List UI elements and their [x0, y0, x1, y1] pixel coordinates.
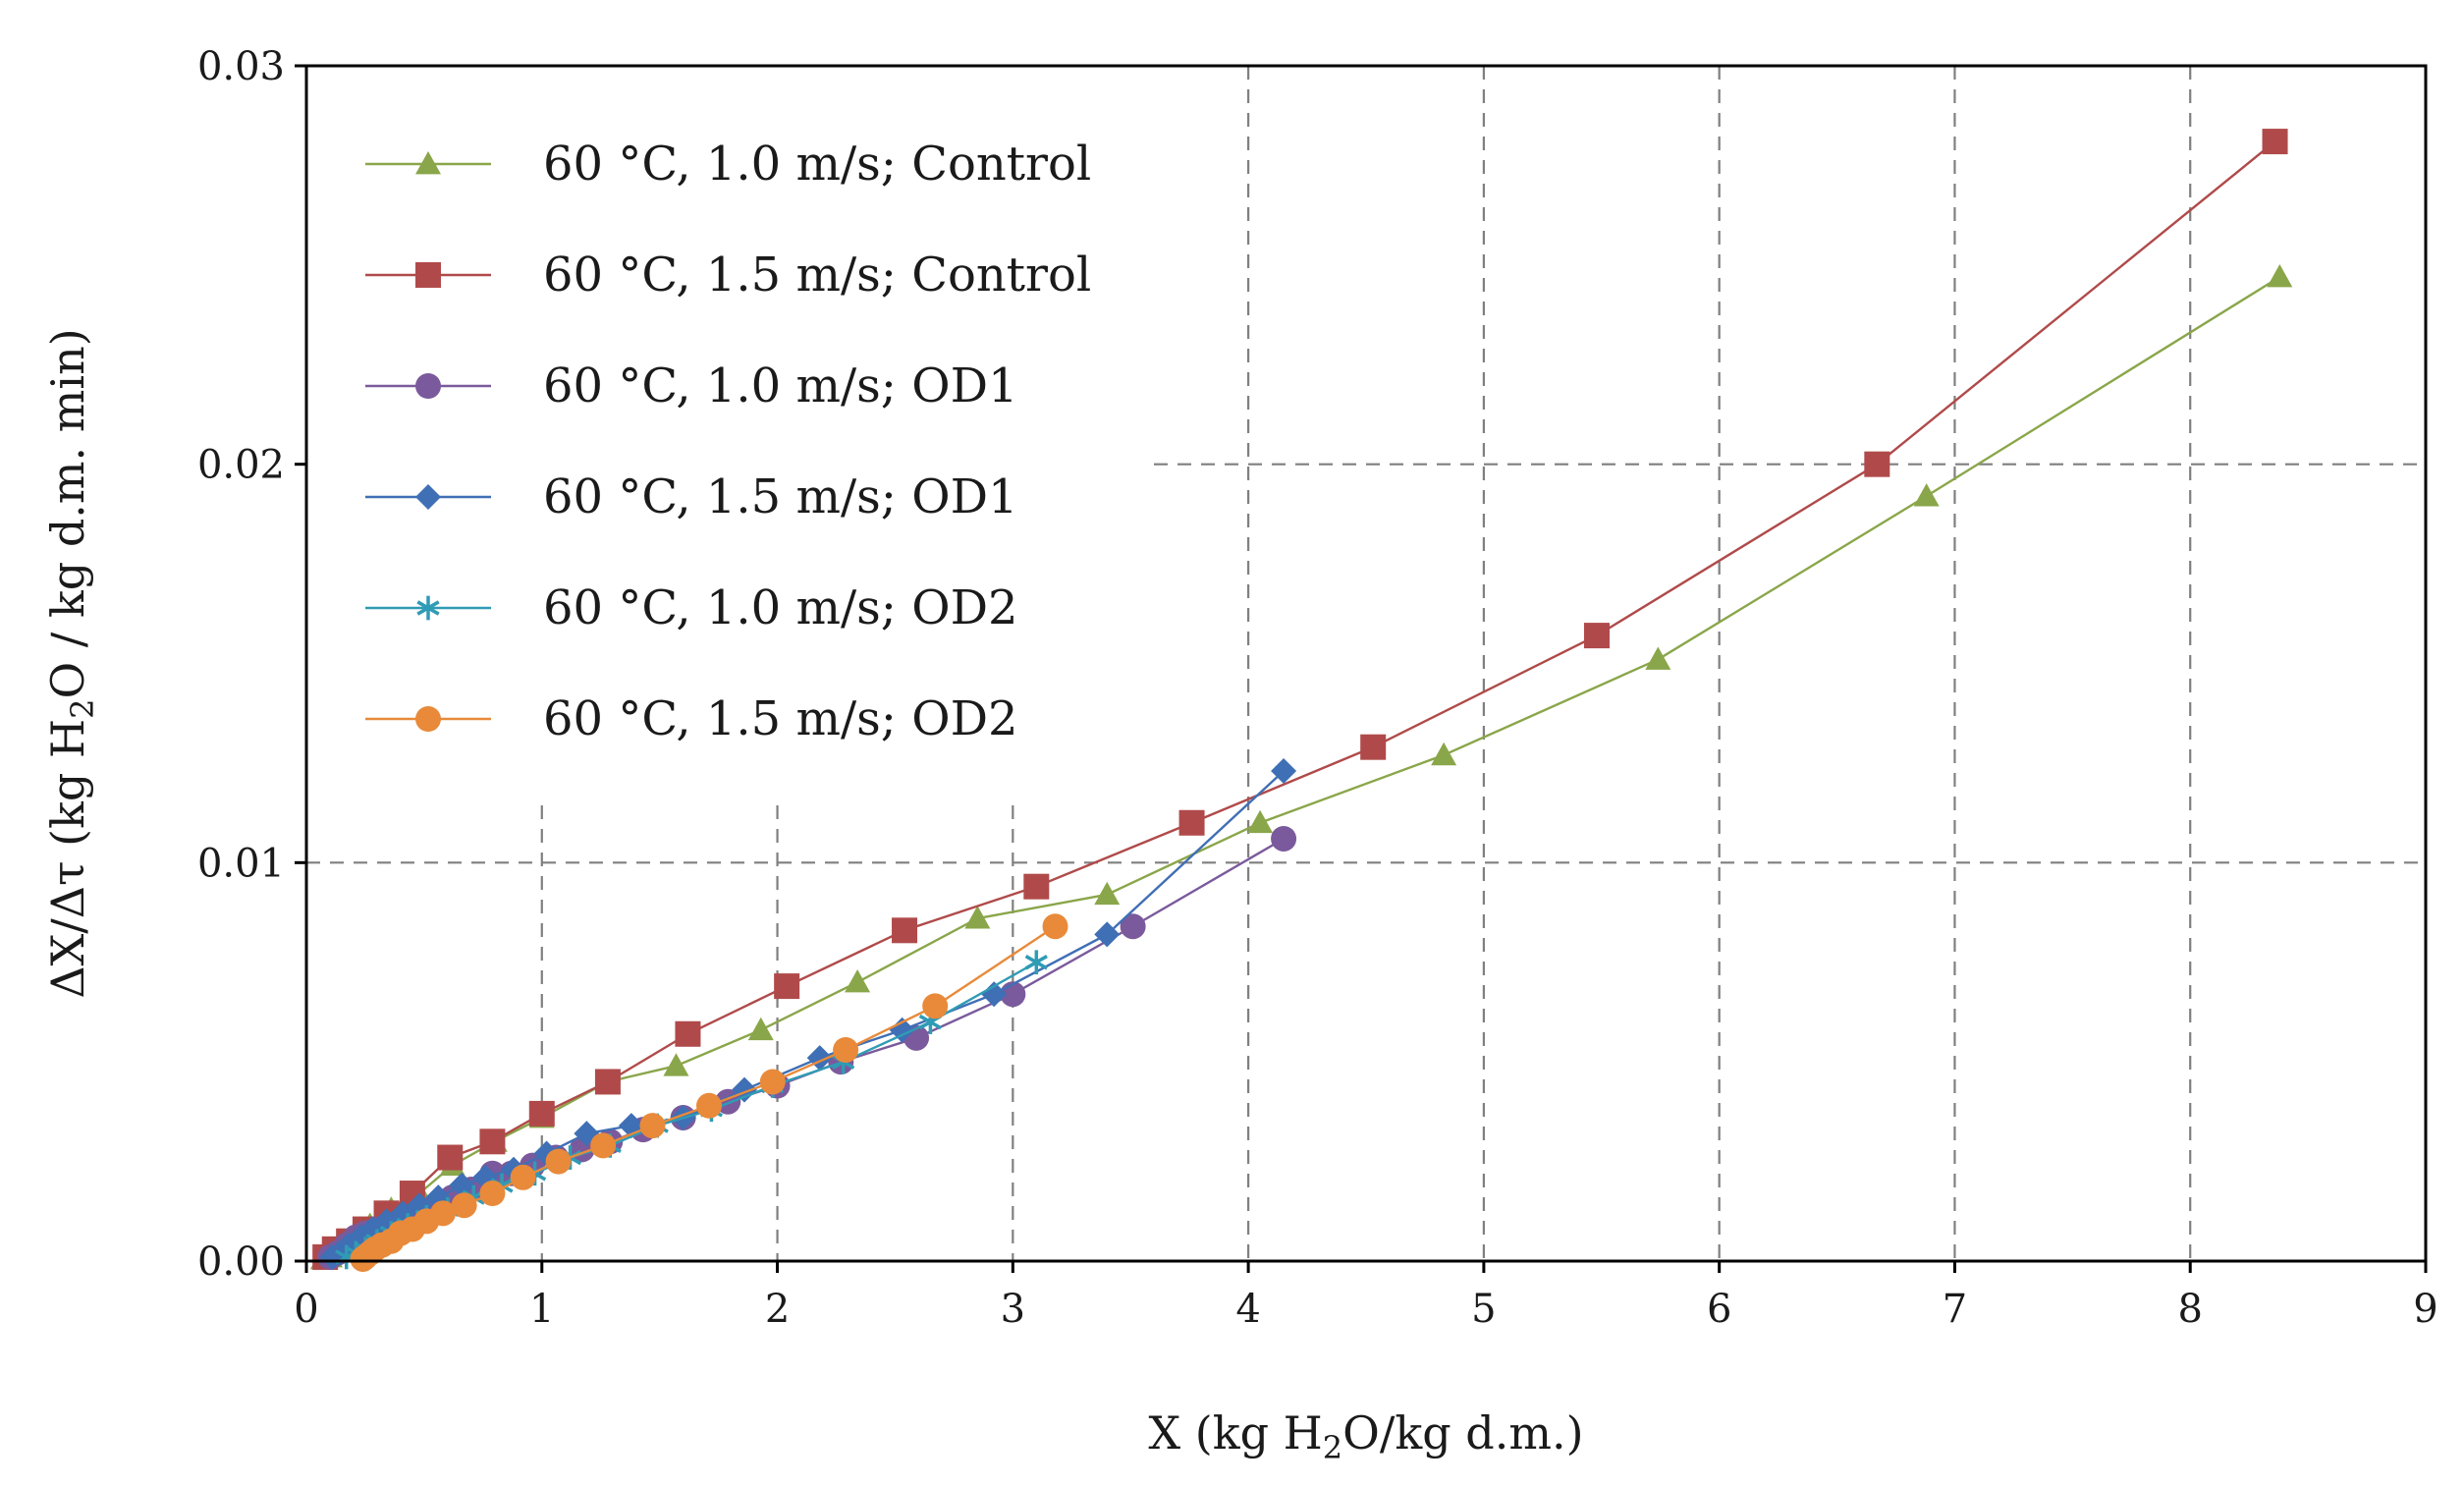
x-tick-label: 4 [1235, 1287, 1260, 1332]
series-1-point [1247, 809, 1274, 834]
series-2-point [2262, 129, 2288, 155]
legend-label: 60 °C, 1.5 m/s; OD2 [543, 691, 1018, 746]
x-tick-label: 9 [2413, 1287, 2437, 1332]
series-2-point [1178, 809, 1205, 836]
series-6-point [833, 1036, 859, 1063]
series-1-point [1645, 646, 1671, 670]
x-tick-label: 1 [529, 1287, 554, 1332]
y-axis-label: ΔX/Δτ (kg H2O / kg d.m. min) [41, 328, 101, 998]
series-4-point [449, 1172, 475, 1198]
series-6-point [451, 1192, 477, 1219]
legend-entry-4: 60 °C, 1.5 m/s; OD1 [365, 469, 1018, 524]
x-axis-label: X (kg H2O/kg d.m.) [1148, 1406, 1583, 1466]
series-2-point [528, 1100, 555, 1127]
series-6 [350, 913, 1068, 1272]
legend-entry-2: 60 °C, 1.5 m/s; Control [365, 248, 1091, 303]
legend: 60 °C, 1.0 m/s; Control 60 °C, 1.5 m/s; C… [365, 137, 1091, 746]
series-6-point [545, 1148, 572, 1175]
legend-label: 60 °C, 1.5 m/s; Control [543, 248, 1091, 303]
series-5-point [1024, 950, 1048, 975]
series-1-point [1913, 483, 1940, 507]
series-2-point [892, 917, 918, 944]
x-tick-label: 6 [1707, 1287, 1731, 1332]
series-2-point [1583, 623, 1610, 649]
series-1-point [845, 969, 871, 993]
legend-entry-3: 60 °C, 1.0 m/s; OD1 [365, 358, 1018, 413]
legend-label: 60 °C, 1.0 m/s; OD1 [543, 358, 1018, 413]
series-1-point [747, 1017, 774, 1041]
y-axis-label-part-2: O / kg d.m. min) [41, 328, 94, 698]
legend-label: 60 °C, 1.5 m/s; OD1 [543, 469, 1018, 524]
legend-entry-6: 60 °C, 1.5 m/s; OD2 [365, 691, 1018, 746]
series-4-point [981, 981, 1008, 1008]
x-axis-label-part-1: X (kg H [1148, 1406, 1322, 1459]
x-axis-label-part-2: O/kg d.m.) [1342, 1406, 1583, 1459]
series-6-point [759, 1069, 786, 1095]
legend-marker [415, 373, 441, 399]
legend-entry-1: 60 °C, 1.0 m/s; Control [365, 137, 1091, 192]
series-4-point [1271, 758, 1297, 785]
series-2-point [594, 1069, 621, 1095]
x-tick-label: 5 [1471, 1287, 1496, 1332]
legend-label: 60 °C, 1.0 m/s; OD2 [543, 580, 1018, 635]
series-2-point [774, 973, 800, 1000]
y-axis-label-part-1: ΔX/Δτ (kg H [41, 719, 94, 999]
series-1-point [2267, 264, 2293, 288]
y-tick-label: 0.02 [197, 443, 285, 488]
series-6-point [590, 1132, 617, 1159]
y-tick-label: 0.03 [197, 44, 285, 89]
series-6-point [696, 1092, 723, 1119]
legend-marker [415, 706, 441, 732]
series-6-point [350, 1245, 376, 1272]
series-1-point [1094, 881, 1121, 906]
series-2-point [479, 1128, 506, 1155]
legend-marker [415, 262, 441, 288]
series-2-point [675, 1020, 701, 1047]
series-4-point [1094, 921, 1121, 948]
legend-label: 60 °C, 1.0 m/s; Control [543, 137, 1091, 192]
series-2-point [1864, 451, 1890, 477]
axes: 0 1 2 3 4 5 6 7 8 9 0.00 0.01 0.02 0.03 [197, 44, 2438, 1332]
series-3-point [1271, 825, 1297, 852]
series-2-point [437, 1144, 464, 1171]
legend-marker [416, 595, 440, 621]
legend-marker [415, 484, 441, 510]
legend-marker [415, 151, 441, 175]
series-6-point [922, 993, 949, 1019]
x-tick-label: 8 [2177, 1287, 2202, 1332]
series-6-point [479, 1181, 506, 1207]
y-tick-label: 0.01 [197, 841, 285, 886]
x-tick-label: 3 [1001, 1287, 1025, 1332]
plot-series [309, 129, 2293, 1272]
legend-entry-5: 60 °C, 1.0 m/s; OD2 [365, 580, 1018, 635]
series-1 [309, 264, 2293, 1270]
y-axis-label-subscript: 2 [64, 699, 101, 719]
x-tick-label: 2 [765, 1287, 790, 1332]
y-tick-label: 0.00 [197, 1239, 285, 1285]
series-6-point [510, 1164, 536, 1190]
x-tick-label: 0 [294, 1287, 318, 1332]
series-4-point [731, 1076, 757, 1103]
plot-frame [304, 64, 2428, 1263]
x-tick-label: 7 [1943, 1287, 1967, 1332]
series-1-line [322, 275, 2280, 1261]
series-1-point [663, 1053, 689, 1076]
series-4-point [889, 1017, 915, 1043]
series-2-point [1023, 873, 1050, 900]
grid-lines [306, 66, 2426, 1261]
series-6-point [639, 1113, 666, 1139]
series-1-point [1431, 742, 1457, 766]
series-6-point [1042, 913, 1068, 940]
x-axis-label-subscript: 2 [1323, 1429, 1342, 1466]
series-2-point [1360, 734, 1387, 760]
series-1-point [964, 906, 991, 929]
series-3-point [1120, 913, 1146, 940]
